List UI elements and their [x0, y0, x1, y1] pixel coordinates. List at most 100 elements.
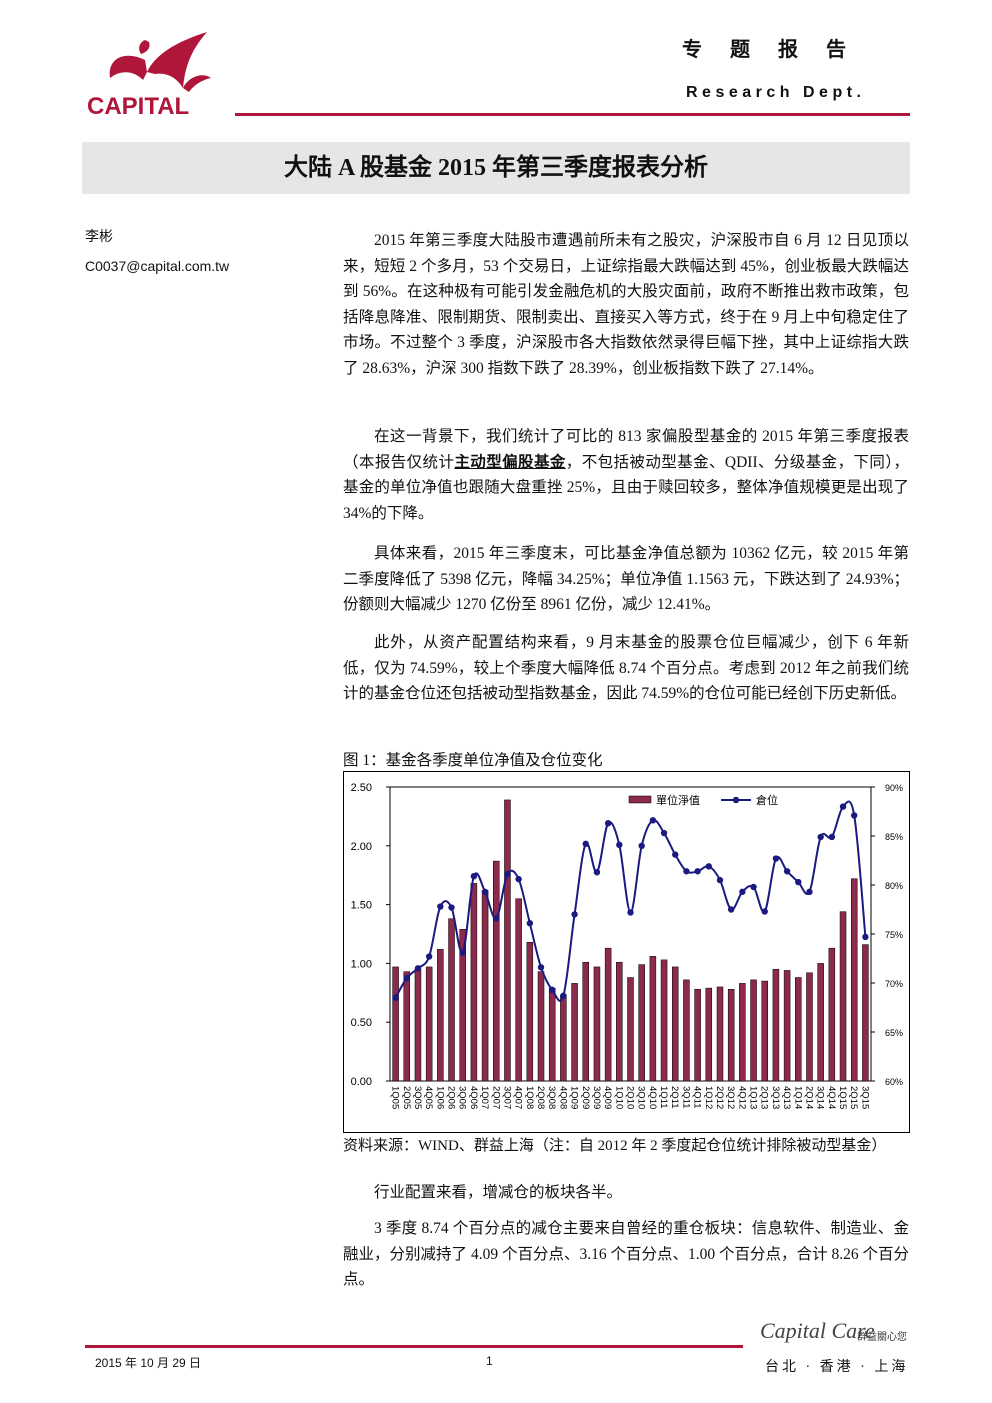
y-tick-label: 0.00	[351, 1076, 372, 1088]
bar	[750, 979, 757, 1082]
bar	[425, 966, 433, 1082]
line-marker	[705, 863, 713, 870]
line-marker	[593, 869, 601, 876]
x-tick-label: 3Q08	[546, 1086, 557, 1109]
x-tick-label: 4Q12	[736, 1086, 747, 1109]
bar	[548, 987, 556, 1082]
line-marker	[470, 872, 478, 880]
x-tick-label: 3Q07	[501, 1086, 512, 1109]
y-tick-label: 1.00	[351, 958, 372, 970]
x-tick-label: 4Q06	[468, 1086, 479, 1109]
text: 在这一背景下，我们统计了可比的 813 家偏股型基金的 2015 年第三季度报表…	[343, 428, 909, 471]
line-marker	[683, 868, 690, 875]
y2-tick-label: 60%	[885, 1077, 903, 1087]
x-tick-label: 2Q13	[759, 1086, 770, 1109]
x-tick-label: 3Q14	[815, 1086, 826, 1109]
bar	[582, 961, 590, 1082]
paragraph: 在这一背景下，我们统计了可比的 813 家偏股型基金的 2015 年第三季度报表…	[343, 424, 909, 526]
x-tick-label: 1Q05	[390, 1086, 401, 1109]
bar	[448, 918, 455, 1082]
line-marker	[839, 803, 847, 810]
legend-swatch	[732, 796, 740, 804]
line-marker	[515, 875, 522, 883]
line-marker	[481, 888, 489, 896]
bar	[839, 911, 847, 1082]
line-marker	[817, 833, 824, 841]
x-tick-label: 2Q06	[446, 1086, 457, 1109]
x-tick-label: 2Q14	[803, 1086, 814, 1109]
x-tick-label: 1Q08	[524, 1086, 535, 1109]
logo: CAPITAL	[87, 32, 211, 120]
bar	[761, 980, 768, 1082]
y2-tick-label: 85%	[885, 832, 903, 842]
bar	[515, 898, 522, 1082]
bar	[850, 878, 858, 1082]
line-marker	[761, 908, 768, 915]
line-marker	[548, 986, 556, 994]
x-tick-label: 3Q15	[859, 1086, 870, 1109]
x-tick-label: 3Q10	[636, 1086, 647, 1109]
paragraph: 2015 年第三季度大陆股市遭遇前所未有之股灾，沪深股市自 6 月 12 日见顶…	[343, 232, 909, 377]
line-marker	[772, 855, 780, 862]
author-name: 李彬	[85, 228, 113, 244]
line-marker	[739, 888, 746, 896]
y2-tick-label: 75%	[885, 930, 903, 940]
bar	[459, 929, 466, 1082]
x-tick-label: 3Q05	[412, 1086, 423, 1109]
logo-text: CAPITAL	[87, 93, 189, 120]
x-tick-label: 2Q09	[580, 1086, 591, 1109]
dept: Research Dept.	[686, 84, 866, 101]
bar	[481, 890, 489, 1082]
x-tick-label: 4Q09	[602, 1086, 613, 1109]
text: ，不包括被动型基金、QDII、分级基金，下同），基金的单位净值也跟随大盘重挫 2…	[343, 453, 909, 522]
x-tick-label: 3Q13	[770, 1086, 781, 1109]
bar	[616, 961, 623, 1082]
bar	[560, 994, 567, 1082]
bar	[862, 944, 869, 1082]
bar	[593, 966, 601, 1082]
footer-brand: Capital Care	[760, 1318, 875, 1343]
x-tick-label: 1Q09	[569, 1086, 580, 1109]
line-marker	[649, 817, 657, 824]
x-tick-label: 4Q13	[781, 1086, 792, 1109]
bar	[392, 966, 399, 1082]
y-tick-label: 2.50	[351, 782, 372, 794]
footer-cities: 台北 · 香港 · 上海	[765, 1360, 909, 1375]
page-number: 1	[486, 1354, 493, 1368]
y2-tick-label: 90%	[885, 783, 903, 793]
line-marker	[716, 876, 724, 884]
bar	[604, 947, 612, 1082]
line-marker	[526, 920, 534, 927]
bar	[649, 956, 657, 1082]
paragraph: 3 季度 8.74 个百分点的减仓主要来自曾经的重仓板块：信息软件、制造业、金融…	[343, 1220, 909, 1288]
paragraph: 行业配置来看，增减仓的板块各半。	[374, 1184, 623, 1201]
bar	[493, 860, 500, 1082]
x-tick-label: 1Q15	[837, 1086, 848, 1109]
line-marker	[571, 911, 578, 918]
x-tick-label: 1Q13	[748, 1086, 759, 1109]
line-marker	[616, 841, 623, 849]
x-tick-label: 1Q12	[703, 1086, 714, 1109]
bar	[683, 979, 690, 1082]
x-tick-label: 4Q08	[557, 1086, 568, 1109]
line-marker	[414, 965, 422, 972]
line-marker	[727, 906, 735, 913]
emphasis: 主动型偏股基金	[454, 453, 566, 471]
x-tick-label: 3Q09	[591, 1086, 602, 1109]
bar	[772, 969, 780, 1082]
line-marker	[638, 842, 645, 849]
x-tick-label: 4Q14	[826, 1086, 837, 1109]
line-marker	[560, 992, 567, 999]
bar	[694, 989, 701, 1082]
figure-source: 资料来源：WIND、群益上海（注：自 2012 年 2 季度起仓位统计排除被动型…	[343, 1138, 887, 1154]
x-tick-label: 2Q07	[490, 1086, 501, 1109]
x-tick-label: 4Q11	[692, 1086, 703, 1109]
y2-tick-label: 65%	[885, 1028, 903, 1038]
bar	[526, 941, 534, 1082]
line-marker	[403, 974, 410, 982]
bar	[716, 986, 724, 1082]
y2-tick-label: 70%	[885, 979, 903, 989]
legend-label: 單位淨值	[656, 793, 700, 807]
bar	[783, 970, 791, 1082]
legend-swatch	[628, 795, 652, 804]
